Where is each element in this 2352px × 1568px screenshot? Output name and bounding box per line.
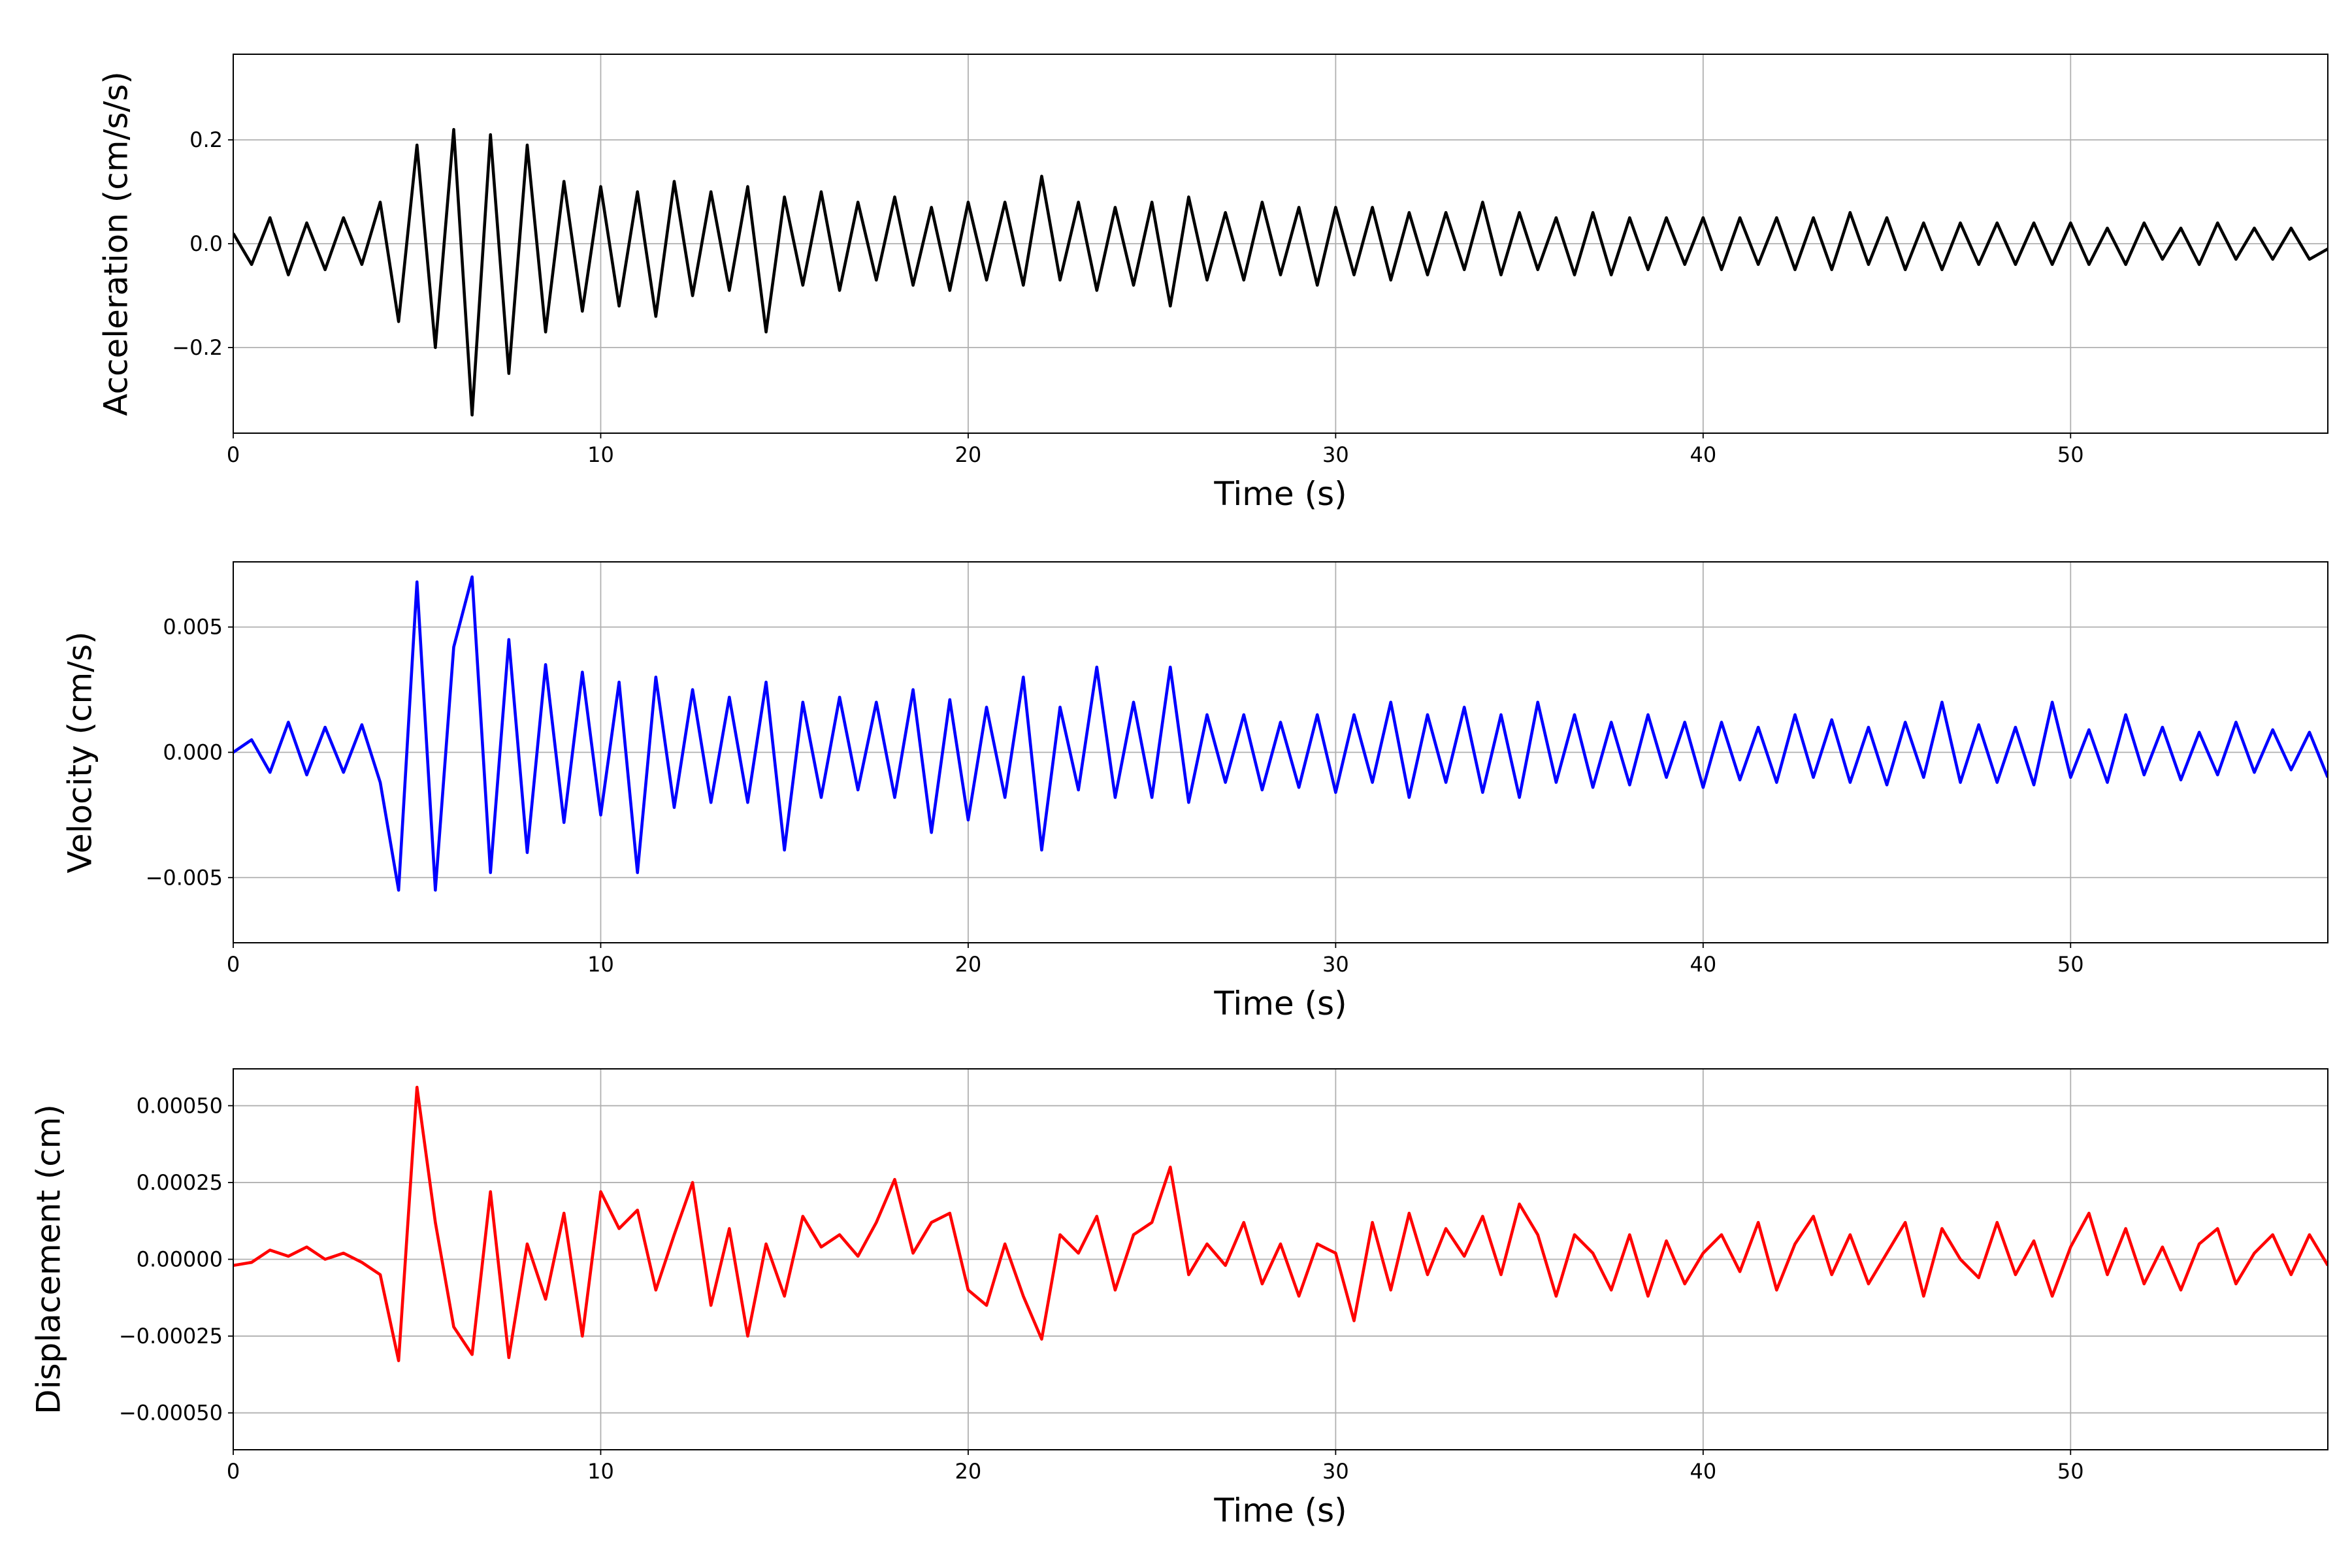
- x-tick-label: 30: [1322, 442, 1349, 467]
- x-tick-label: 0: [227, 952, 240, 977]
- y-axis-label: Displacement (cm): [30, 1104, 68, 1414]
- series-line: [233, 127, 2328, 417]
- axes-frame: [233, 1068, 2328, 1450]
- x-tick-label: 20: [955, 952, 982, 977]
- axes-frame: [233, 54, 2328, 434]
- y-axis-label: Acceleration (cm/s/s): [97, 71, 135, 416]
- x-tick-label: 50: [2057, 442, 2084, 467]
- y-tick-label: 0.0: [189, 231, 223, 256]
- subplot: 0 10 20 30 40 50 −0.005 0.000 0.005 Time (s) Veloc…: [61, 561, 2328, 1022]
- series-line: [233, 575, 2328, 892]
- y-tick-label: −0.00050: [119, 1401, 223, 1426]
- x-tick-label: 40: [1690, 442, 1716, 467]
- y-tick-label: −0.005: [146, 865, 223, 890]
- x-tick-label: 0: [227, 442, 240, 467]
- y-axis-label: Velocity (cm/s): [61, 631, 99, 873]
- x-tick-label: 40: [1690, 952, 1716, 977]
- y-tick-label: 0.00050: [137, 1093, 223, 1118]
- x-axis-label: Time (s): [1213, 985, 1347, 1022]
- x-tick-label: 50: [2057, 1459, 2084, 1484]
- x-axis-label: Time (s): [1213, 475, 1347, 513]
- x-tick-label: 10: [587, 952, 614, 977]
- x-tick-label: 40: [1690, 1459, 1716, 1484]
- y-tick-label: −0.00025: [119, 1324, 223, 1348]
- y-tick-label: 0.000: [163, 740, 223, 765]
- subplot: 0 10 20 30 40 50 −0.00050 −0.00025 0.00000 0.0002…: [30, 1068, 2328, 1529]
- x-axis-label: Time (s): [1213, 1492, 1347, 1529]
- y-tick-label: 0.2: [189, 127, 223, 152]
- x-tick-label: 30: [1322, 1459, 1349, 1484]
- y-tick-label: 0.005: [163, 615, 223, 640]
- axes-frame: [233, 561, 2328, 943]
- x-tick-label: 20: [955, 1459, 982, 1484]
- x-tick-label: 10: [587, 442, 614, 467]
- subplot: 0 10 20 30 40 50 −0.2 0.0 0.2 Time (s) Acceleratio…: [97, 54, 2328, 513]
- x-tick-label: 20: [955, 442, 982, 467]
- x-tick-label: 30: [1322, 952, 1349, 977]
- y-tick-label: 0.00025: [137, 1170, 223, 1195]
- x-tick-label: 10: [587, 1459, 614, 1484]
- y-tick-label: 0.00000: [137, 1247, 223, 1272]
- x-tick-label: 0: [227, 1459, 240, 1484]
- series-line: [233, 1085, 2328, 1362]
- x-tick-label: 50: [2057, 952, 2084, 977]
- y-tick-label: −0.2: [172, 335, 223, 360]
